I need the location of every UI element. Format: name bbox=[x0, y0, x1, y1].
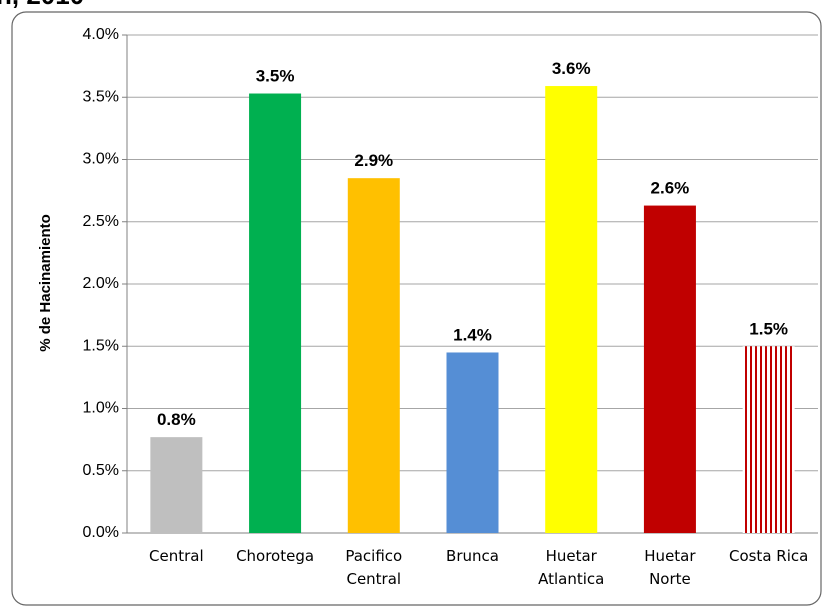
x-tick-label-line: Huetar bbox=[644, 547, 696, 565]
y-tick-label: 2.0% bbox=[83, 275, 119, 292]
data-label: 1.5% bbox=[749, 319, 788, 338]
data-label: 0.8% bbox=[157, 410, 196, 429]
y-tick-label: 3.0% bbox=[83, 151, 119, 168]
bar bbox=[446, 352, 499, 533]
x-tick-label-line: Pacifico bbox=[345, 547, 402, 565]
chart-frame bbox=[11, 11, 822, 606]
bar bbox=[249, 93, 302, 533]
y-tick-label: 2.5% bbox=[83, 213, 119, 230]
y-axis-label: % de Hacinamiento bbox=[37, 214, 54, 352]
bar bbox=[742, 346, 795, 533]
x-tick-label-line: Huetar bbox=[546, 547, 598, 565]
y-tick-label: 1.5% bbox=[83, 337, 119, 354]
bar bbox=[643, 205, 696, 533]
x-tick-label: Costa Rica bbox=[729, 547, 808, 565]
data-label: 2.9% bbox=[354, 151, 393, 170]
data-label: 1.4% bbox=[453, 325, 492, 344]
x-tick-label-line: Costa Rica bbox=[729, 547, 808, 565]
bar bbox=[347, 178, 400, 534]
x-tick-label-line: Brunca bbox=[446, 547, 499, 565]
x-tick-label-line: Central bbox=[149, 547, 204, 565]
x-tick-label-line: Norte bbox=[649, 570, 691, 588]
x-tick-label: Huetar Atlantica bbox=[538, 547, 604, 588]
x-tick-label: Central bbox=[149, 547, 204, 565]
y-tick-label: 0.5% bbox=[83, 462, 119, 479]
chart-title: n, 2010 bbox=[0, 0, 84, 10]
x-tick-label: Chorotega bbox=[236, 547, 314, 565]
x-tick-label-line: Atlantica bbox=[538, 570, 604, 588]
data-label: 3.5% bbox=[256, 67, 295, 86]
data-label: 3.6% bbox=[552, 59, 591, 78]
x-tick-label: Pacifico Central bbox=[345, 547, 402, 588]
y-tick-label: 1.0% bbox=[83, 400, 119, 417]
bar bbox=[150, 437, 203, 533]
data-label: 2.6% bbox=[651, 179, 690, 198]
y-tick-label: 0.0% bbox=[83, 524, 119, 541]
x-tick-label-line: Chorotega bbox=[236, 547, 314, 565]
x-tick-label: Brunca bbox=[446, 547, 499, 565]
y-tick-label: 3.5% bbox=[83, 88, 119, 105]
x-tick-label: Huetar Norte bbox=[644, 547, 696, 588]
x-tick-label-line: Central bbox=[346, 570, 401, 588]
y-tick-label: 4.0% bbox=[83, 26, 119, 43]
bar bbox=[545, 86, 598, 534]
